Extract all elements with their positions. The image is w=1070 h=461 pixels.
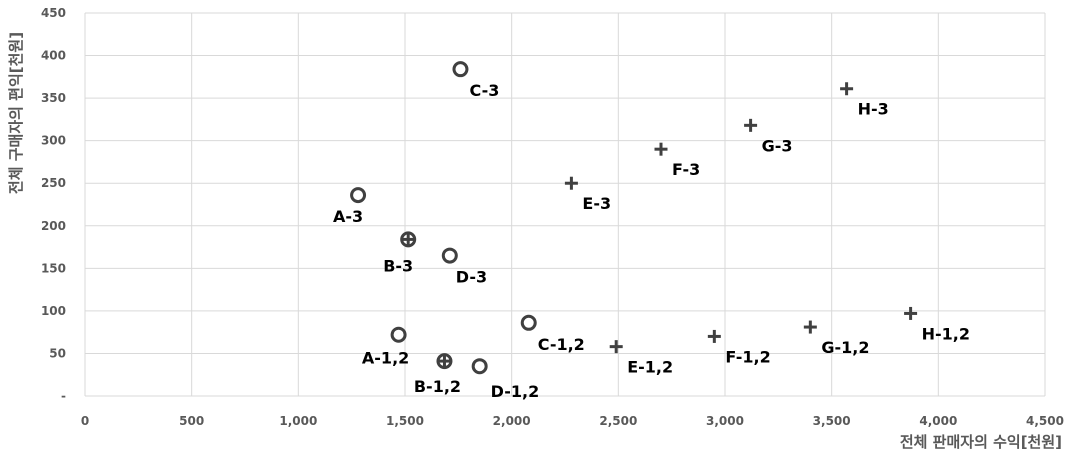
x-axis-title: 전체 판매자의 수익[천원] <box>900 433 1062 451</box>
y-tick-label: 350 <box>41 91 66 105</box>
x-tick-label: 3,000 <box>706 414 744 428</box>
y-tick-label: - <box>61 389 66 403</box>
x-tick-label: 4,500 <box>1026 414 1064 428</box>
data-point-circle <box>452 61 469 78</box>
point-label: B-1,2 <box>414 377 461 396</box>
data-point-plus <box>564 176 578 190</box>
grid-lines <box>84 12 1046 397</box>
data-point-plus <box>744 118 758 132</box>
y-tick-label: 400 <box>41 49 66 63</box>
point-label: C-1,2 <box>538 335 585 354</box>
y-tick-label: 100 <box>41 304 66 318</box>
data-point-plus <box>707 329 721 343</box>
x-tick-label: 1,500 <box>386 414 424 428</box>
data-point-circle <box>390 326 407 343</box>
data-point-circle-plus <box>436 353 453 370</box>
data-point-circle <box>441 247 458 264</box>
y-tick-label: 150 <box>41 261 66 275</box>
point-labels: A-3 C-3 D-3 A-1,2 C-1,2 D-1,2 B-3 B-1,2 E-3 F-3 G-… <box>333 81 970 401</box>
y-tick-label: 450 <box>41 6 66 20</box>
point-label: F-3 <box>672 160 700 179</box>
data-point-circle-plus <box>400 231 417 248</box>
x-tick-label: 2,500 <box>599 414 637 428</box>
y-tick-label: 200 <box>41 219 66 233</box>
y-tick-label: 300 <box>41 134 66 148</box>
point-label: G-3 <box>762 136 793 155</box>
point-label: E-1,2 <box>627 358 673 377</box>
point-label: G-1,2 <box>821 338 869 357</box>
x-tick-label: 0 <box>81 414 89 428</box>
x-tick-label: 3,500 <box>813 414 851 428</box>
x-tick-label: 2,000 <box>493 414 531 428</box>
data-point-plus <box>654 142 668 156</box>
data-point-plus <box>609 340 623 354</box>
y-axis-title: 전체 구매자의 편익[천원] <box>7 32 25 194</box>
data-point-plus <box>840 82 854 96</box>
x-tick-label: 1,000 <box>279 414 317 428</box>
point-label: D-3 <box>456 268 487 287</box>
y-axis-ticks: - 50 100 150 200 250 300 350 400 450 <box>41 6 66 403</box>
point-label: A-1,2 <box>362 349 409 368</box>
data-point-plus <box>904 306 918 320</box>
x-axis-ticks: 0 500 1,000 1,500 2,000 2,500 3,000 3,500 4,000 4… <box>81 414 1064 428</box>
point-label: A-3 <box>333 207 363 226</box>
data-point-circle <box>471 358 488 375</box>
point-label: H-1,2 <box>922 324 970 343</box>
point-label: E-3 <box>582 194 611 213</box>
y-tick-label: 250 <box>41 176 66 190</box>
data-point-plus <box>803 320 817 334</box>
data-point-circle <box>520 314 537 331</box>
x-tick-label: 500 <box>179 414 204 428</box>
data-points <box>350 61 918 375</box>
point-label: C-3 <box>469 81 499 100</box>
data-point-circle <box>350 187 367 204</box>
point-label: D-1,2 <box>491 382 540 401</box>
x-tick-label: 4,000 <box>919 414 957 428</box>
point-label: H-3 <box>858 100 889 119</box>
point-label: F-1,2 <box>725 347 770 366</box>
y-tick-label: 50 <box>49 346 66 360</box>
point-label: B-3 <box>383 256 413 275</box>
